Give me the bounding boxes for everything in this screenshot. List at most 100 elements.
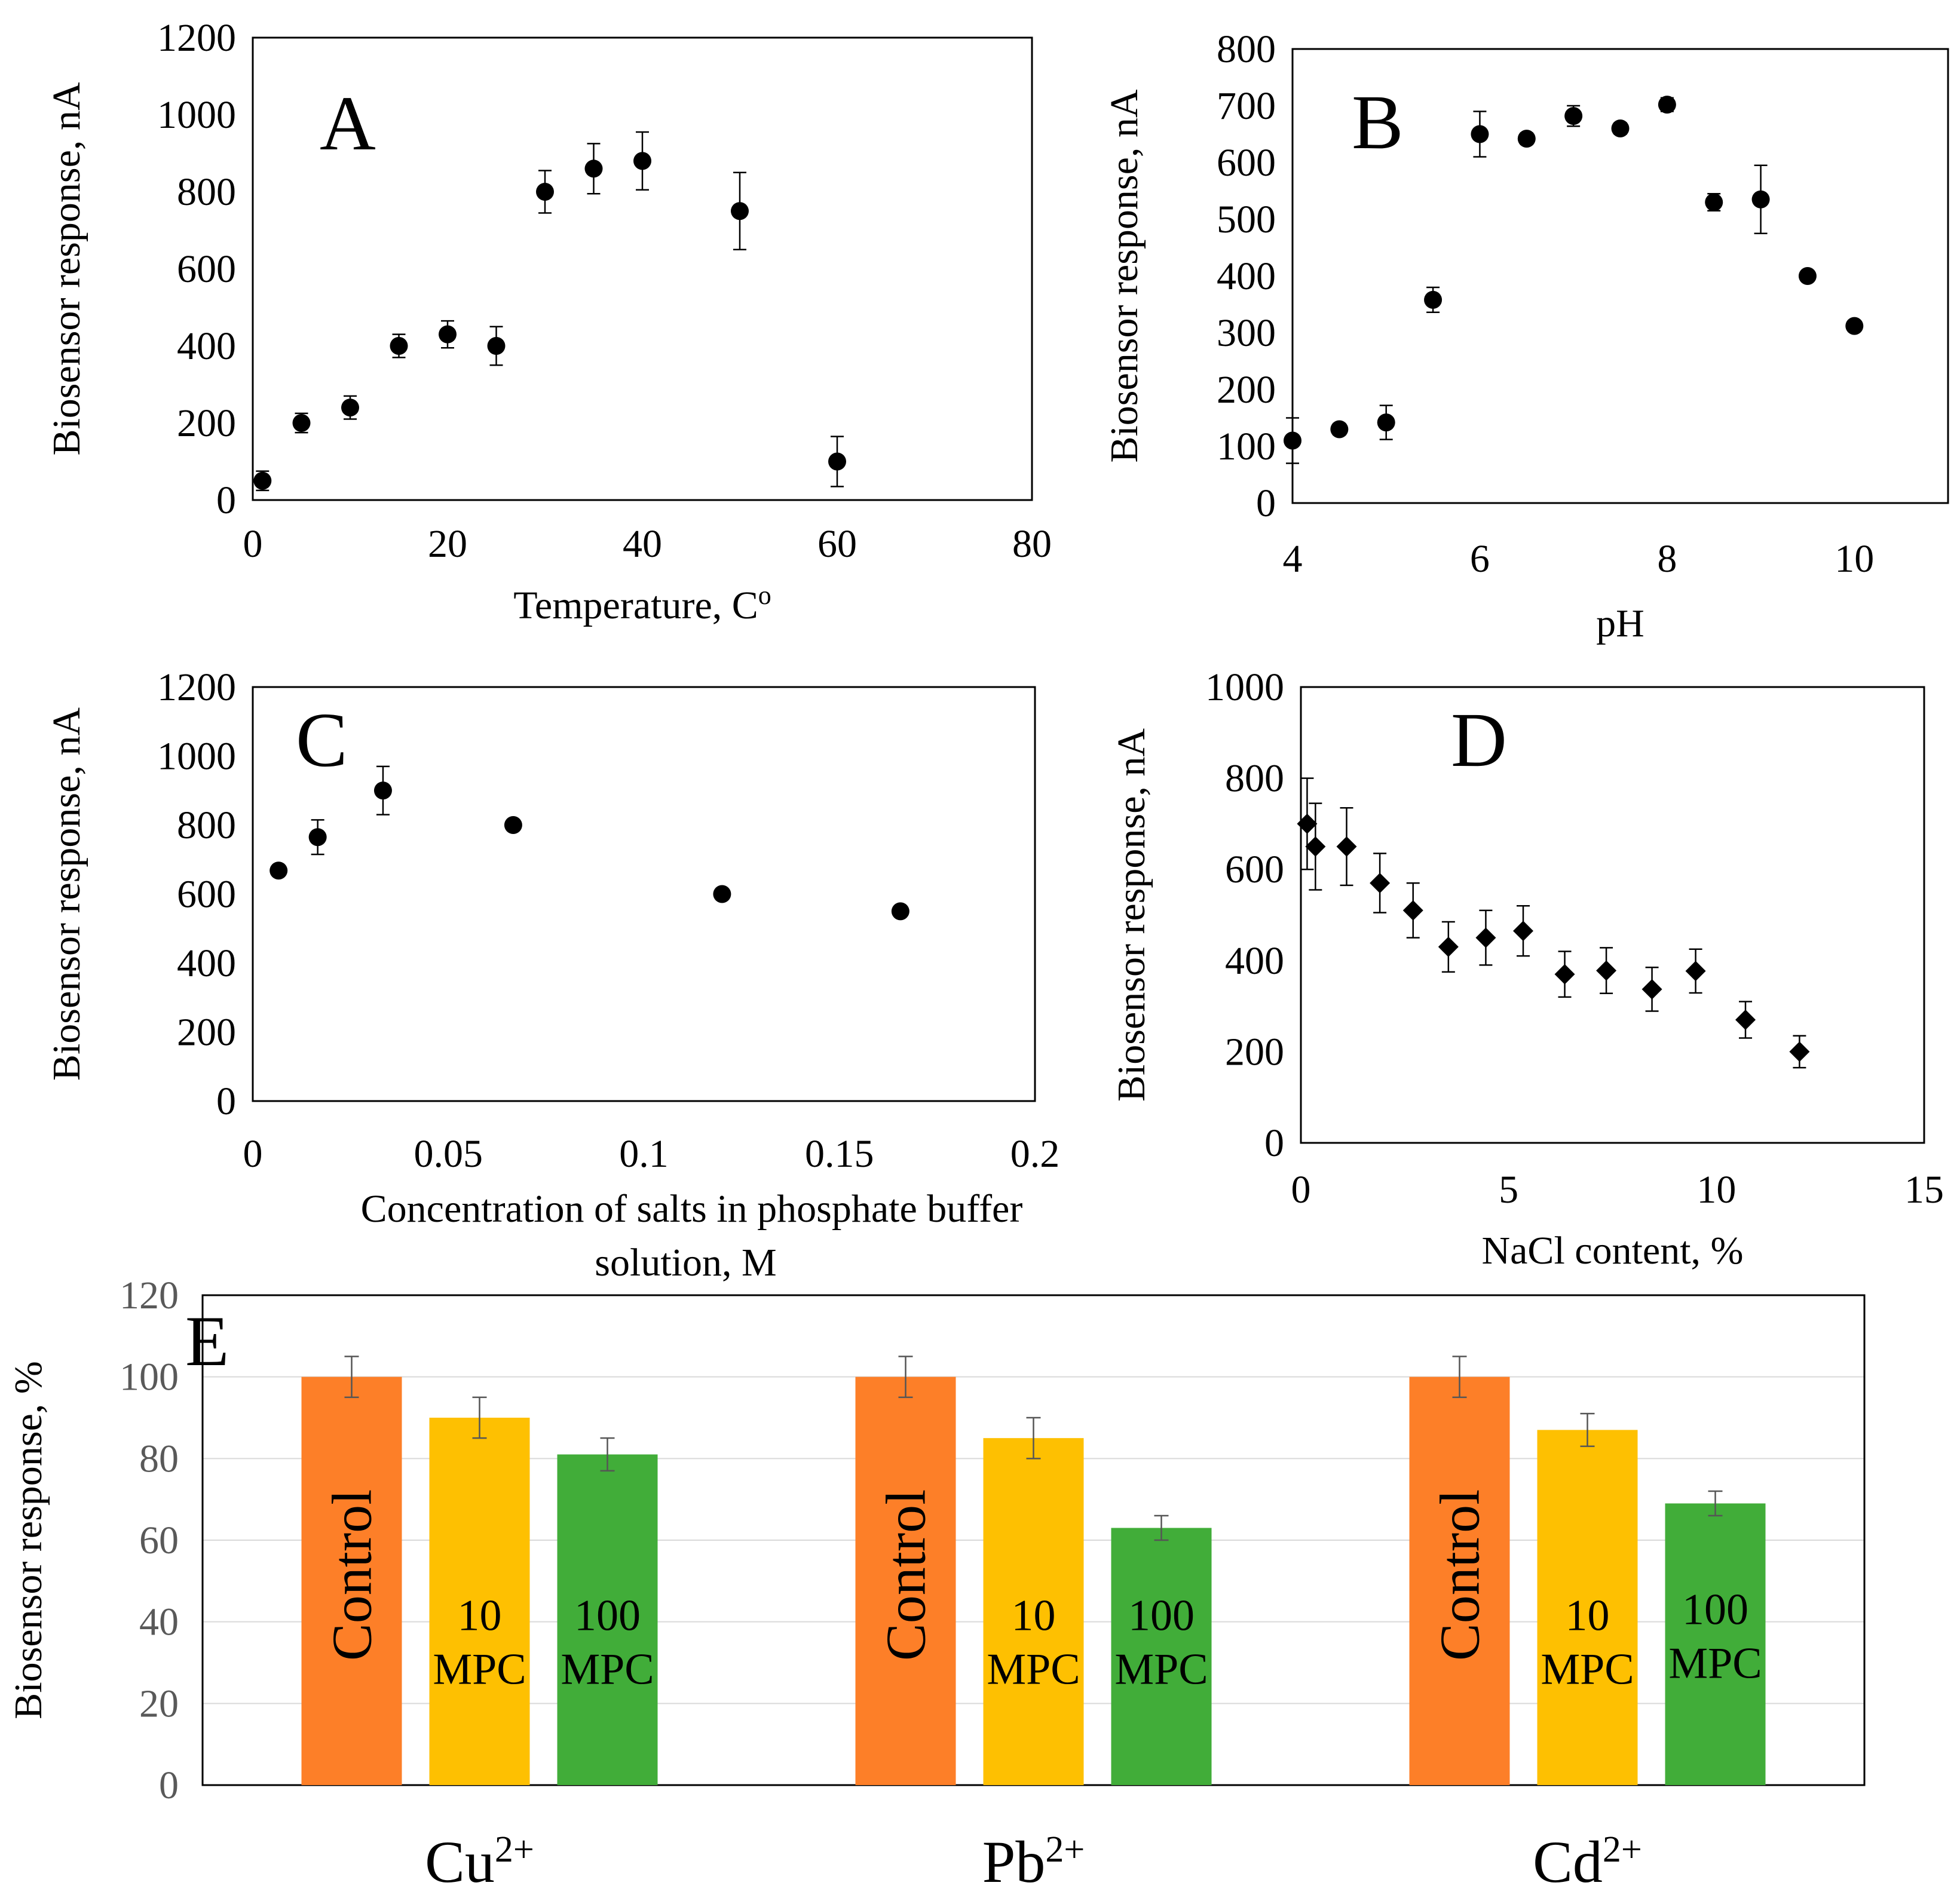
bar-label-line2: MPC: [987, 1645, 1080, 1694]
data-point: [270, 861, 288, 880]
data-point-diamond: [1297, 813, 1318, 834]
data-point-diamond: [1685, 961, 1706, 982]
x-tick-label: 0: [243, 522, 263, 566]
y-axis-title: Biosensor response, nA: [45, 82, 88, 455]
data-point: [439, 325, 457, 344]
bar-control: [301, 1376, 402, 1785]
y-tick-label: 400: [177, 324, 236, 368]
data-point: [1845, 317, 1864, 335]
data-point-diamond: [1596, 960, 1617, 981]
y-tick-label: 1000: [1205, 666, 1284, 709]
bar-label-line1: 10: [1012, 1591, 1056, 1640]
data-point-diamond: [1370, 873, 1391, 894]
x-axis-title-superscript: o: [758, 581, 771, 610]
x-tick-label: 40: [623, 522, 662, 566]
panel-label: C: [296, 697, 348, 783]
bar-10-mpc: [983, 1438, 1084, 1785]
x-tick-label: 0.1: [619, 1132, 669, 1176]
bar-100-mpc: [1111, 1528, 1212, 1785]
data-point: [1517, 130, 1536, 148]
data-point-diamond: [1475, 927, 1496, 948]
y-tick-label: 600: [1225, 848, 1284, 891]
data-point: [828, 452, 846, 471]
x-axis-title-text: Temperature, C: [513, 584, 758, 627]
y-tick-label: 800: [1217, 27, 1276, 71]
data-point: [253, 471, 272, 490]
x-tick-label: 15: [1904, 1168, 1944, 1212]
data-point: [390, 337, 408, 355]
data-point-diamond: [1438, 936, 1459, 957]
data-point-diamond: [1513, 921, 1534, 942]
x-axis-title: NaCl content, %: [1481, 1229, 1743, 1273]
x-tick-label: 10: [1835, 537, 1874, 581]
bar-label-line2: MPC: [1668, 1639, 1762, 1688]
x-tick-label: 0.15: [805, 1132, 874, 1176]
data-point: [731, 202, 749, 220]
category-label: Pb2+: [982, 1829, 1085, 1895]
data-point: [536, 183, 554, 201]
data-point: [373, 781, 392, 800]
y-tick-label: 80: [139, 1437, 179, 1480]
y-axis-title: Biosensor response, nA: [45, 707, 88, 1081]
y-tick-label: 0: [216, 1080, 236, 1123]
y-tick-label: 120: [120, 1274, 179, 1317]
panel-c: 0 200 400 600 800 1000 1200 0 0.05 0.1 0.15 0.2 C Bio…: [45, 666, 1059, 1284]
data-point: [1564, 107, 1583, 125]
y-tick-label: 1200: [157, 666, 236, 709]
data-point: [308, 828, 327, 847]
category-label-superscript: 2+: [495, 1829, 534, 1870]
x-tick-label: 8: [1657, 537, 1677, 581]
data-point: [1798, 267, 1817, 285]
x-tick-label: 0: [243, 1132, 263, 1176]
x-axis-title-text: NaCl content, %: [1481, 1229, 1743, 1273]
x-axis-title-text: Concentration of salts in phosphate buff…: [361, 1187, 1023, 1231]
data-point: [1377, 413, 1395, 432]
y-tick-label: 400: [1217, 255, 1276, 298]
plot-frame: [252, 36, 1033, 501]
data-point: [1611, 119, 1630, 137]
bar-100-mpc: [557, 1454, 658, 1785]
x-axis-title: Concentration of salts in phosphate buff…: [361, 1187, 1023, 1231]
y-tick-label: 200: [1225, 1030, 1284, 1074]
data-point: [1751, 190, 1770, 209]
data-point-diamond: [1642, 979, 1662, 999]
y-tick-label: 300: [1217, 311, 1276, 355]
category-label-superscript: 2+: [1603, 1829, 1642, 1870]
y-tick-label: 0: [216, 479, 236, 522]
category-label-superscript: 2+: [1045, 1829, 1085, 1870]
bar-100-mpc: [1665, 1503, 1766, 1785]
data-point-diamond: [1402, 900, 1423, 921]
bar-label-line1: 10: [458, 1591, 502, 1640]
y-tick-label: 200: [1217, 368, 1276, 412]
y-tick-label: 600: [177, 873, 236, 916]
y-tick-label: 40: [139, 1600, 179, 1644]
category-label-base: Cu: [425, 1829, 495, 1895]
y-tick-label: 1000: [157, 93, 236, 137]
bar-label-line1: 100: [574, 1591, 641, 1640]
y-tick-label: 100: [1217, 425, 1276, 468]
y-tick-label: 1000: [157, 735, 236, 778]
x-axis-title-line2: solution, M: [595, 1241, 776, 1284]
bar-control: [1409, 1376, 1510, 1785]
data-point: [1658, 96, 1676, 114]
panel-b: 0 100 200 300 400 500 600 700 800 4 6 8 10 B Biosensor…: [1102, 27, 1949, 645]
x-tick-label: 0: [1291, 1168, 1311, 1212]
y-tick-label: 1200: [157, 16, 236, 60]
data-point: [1424, 290, 1443, 309]
y-tick-label: 60: [139, 1519, 179, 1562]
x-tick-label: 0.2: [1010, 1132, 1060, 1176]
x-tick-label: 60: [817, 522, 857, 566]
bar-label-line2: MPC: [1114, 1645, 1208, 1694]
bar-label-line1: 10: [1566, 1591, 1610, 1640]
data-point: [1471, 125, 1489, 143]
bar-label-line2: MPC: [1541, 1645, 1634, 1694]
y-tick-label: 800: [177, 170, 236, 214]
data-point: [341, 398, 359, 417]
y-tick-label: 800: [1225, 757, 1284, 801]
bar-label-line1: 100: [1128, 1591, 1195, 1640]
x-tick-label: 10: [1696, 1168, 1736, 1212]
data-point: [1284, 431, 1301, 450]
y-axis-title: Biosensor response, nA: [1110, 728, 1153, 1102]
data-point: [1705, 193, 1723, 211]
